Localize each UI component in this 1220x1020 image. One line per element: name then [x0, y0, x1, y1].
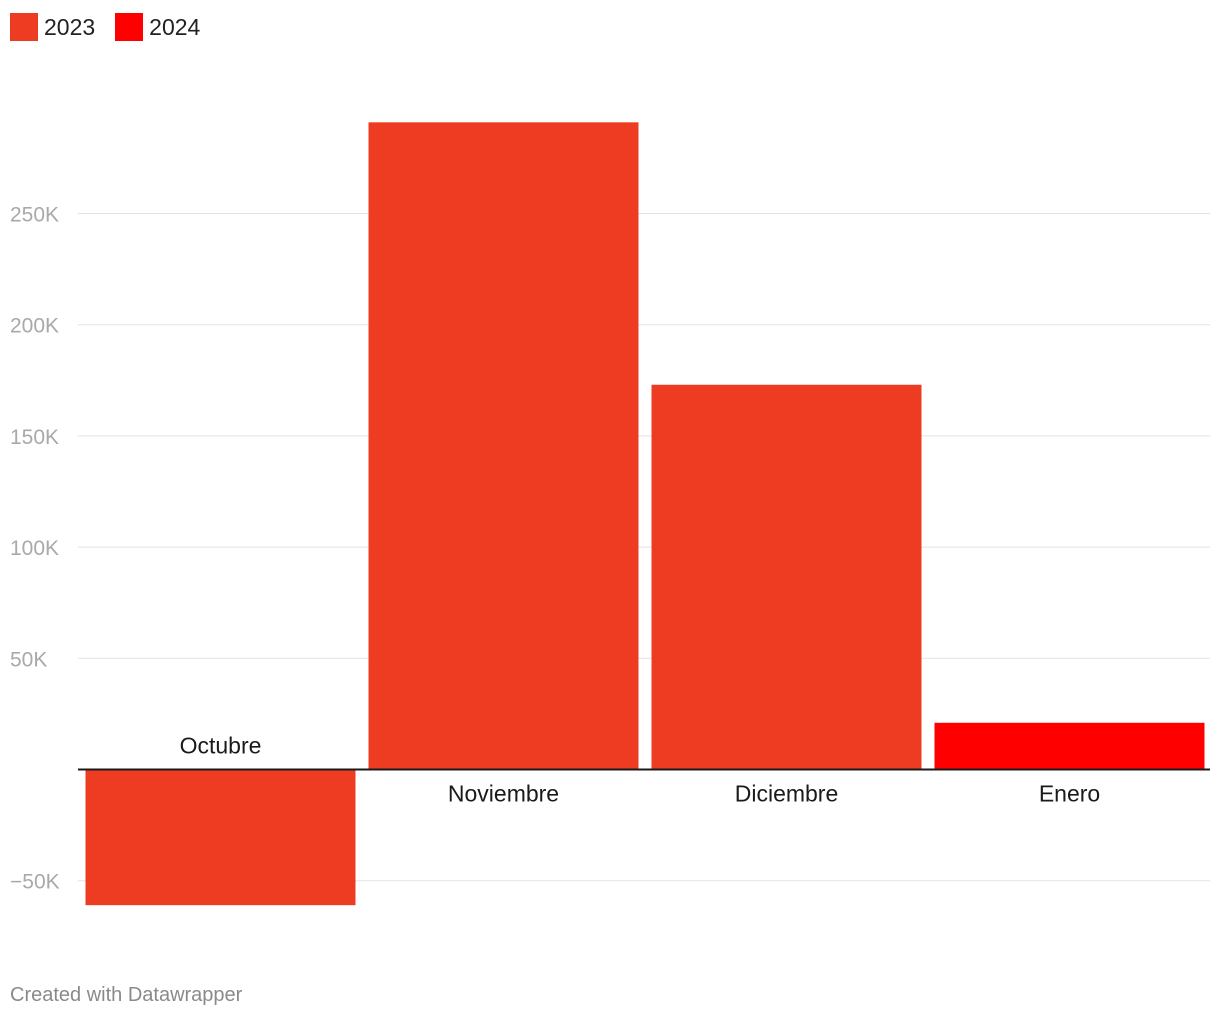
y-tick-label: 100K — [10, 537, 59, 560]
legend-label-2023: 2023 — [44, 13, 96, 40]
y-tick-label: 150K — [10, 426, 59, 449]
legend-label-2024: 2024 — [149, 13, 201, 40]
y-tick-label: 250K — [10, 204, 59, 227]
category-label-diciembre: Diciembre — [735, 781, 839, 807]
bar-octubre-2023 — [85, 769, 356, 906]
category-label-octubre: Octubre — [180, 733, 262, 759]
bar-diciembre-2023 — [651, 384, 922, 770]
y-tick-label: 200K — [10, 315, 59, 338]
bar-chart: −50K 50K 100K 150K 200K 250K Octubre Noviembre D… — [10, 122, 1210, 906]
y-tick-label: −50K — [10, 871, 60, 894]
bar-noviembre-2023 — [368, 122, 639, 770]
category-label-noviembre: Noviembre — [448, 781, 559, 807]
legend-swatch-2024 — [115, 13, 144, 41]
y-tick-label: 50K — [10, 648, 47, 671]
legend-swatch-2023 — [10, 13, 38, 41]
legend-item-2023: 2023 — [10, 13, 95, 41]
category-label-enero: Enero — [1039, 781, 1100, 807]
bar-enero-2024 — [934, 722, 1205, 770]
legend-item-2024: 2024 — [115, 13, 200, 41]
footer-credit: Created with Datawrapper — [10, 984, 243, 1006]
legend: 2023 2024 — [10, 13, 220, 41]
